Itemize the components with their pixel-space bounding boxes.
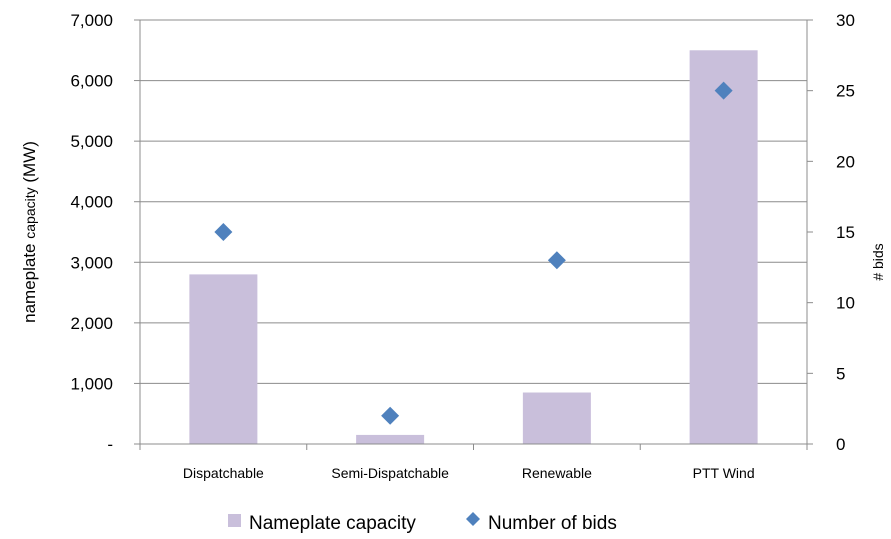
left-tick-labels: - 1,000 2,000 3,000 4,000 5,000 6,000 7,000	[70, 11, 113, 454]
marker-series	[214, 81, 733, 425]
right-tick-label-4: 20	[836, 152, 855, 171]
category-label-1: Semi-Dispatchable	[331, 465, 449, 481]
left-tick-label-3: 3,000	[70, 253, 113, 272]
legend: Nameplate capacity Number of bids	[228, 512, 617, 534]
right-tick-label-5: 25	[836, 82, 855, 101]
right-tick-label-1: 5	[836, 364, 845, 383]
right-tick-label-3: 15	[836, 223, 855, 242]
bar-1	[356, 434, 425, 444]
marker-0	[214, 223, 233, 241]
legend-label-nameplate: Nameplate capacity	[249, 513, 416, 534]
right-tick-label-0: 0	[836, 435, 845, 454]
category-label-0: Dispatchable	[183, 465, 264, 481]
right-tick-label-6: 30	[836, 11, 855, 30]
legend-marker-bids	[466, 512, 480, 526]
right-tick-label-2: 10	[836, 294, 855, 313]
axes	[134, 19, 813, 450]
right-tick-labels: 0 5 10 15 20 25 30	[836, 11, 855, 454]
left-tick-label-0: -	[107, 435, 113, 454]
bar-3	[689, 50, 758, 445]
legend-label-bids: Number of bids	[488, 513, 617, 534]
bar-series	[189, 50, 758, 445]
marker-2	[547, 251, 566, 270]
category-label-2: Renewable	[522, 465, 592, 481]
left-axis-title: nameplate capacity (MW)	[20, 141, 39, 323]
legend-swatch-nameplate	[228, 514, 241, 527]
left-tick-label-2: 2,000	[70, 314, 113, 333]
left-tick-label-1: 1,000	[70, 374, 113, 393]
category-labels: Dispatchable Semi-Dispatchable Renewable PT…	[183, 465, 755, 481]
left-tick-label-7: 7,000	[70, 11, 113, 30]
left-tick-label-4: 4,000	[70, 193, 113, 212]
bar-0	[189, 274, 258, 444]
left-tick-label-5: 5,000	[70, 132, 113, 151]
category-label-3: PTT Wind	[693, 465, 755, 481]
left-tick-label-6: 6,000	[70, 72, 113, 91]
marker-3	[714, 81, 733, 100]
marker-1	[381, 406, 400, 425]
bar-2	[522, 392, 591, 444]
right-axis-title: # bids	[870, 243, 886, 280]
